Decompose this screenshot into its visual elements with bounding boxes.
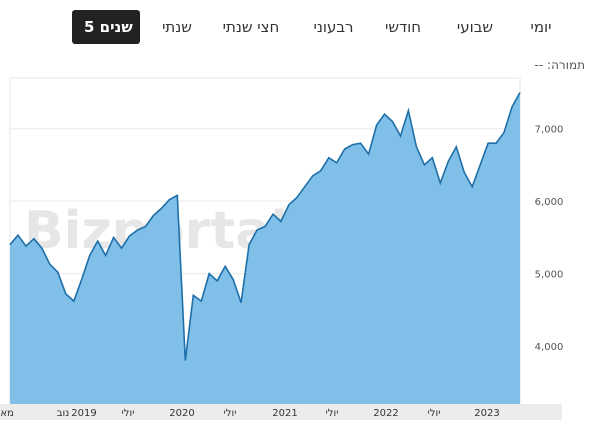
- x-tick-label: 2019: [71, 408, 96, 419]
- y-tick-label: 7,000: [535, 125, 564, 136]
- x-tick-label: נוב: [57, 408, 70, 419]
- x-tick-label: יולי: [224, 408, 237, 419]
- y-tick-label: 6,000: [535, 197, 564, 208]
- tab-weekly[interactable]: שבועי: [456, 18, 494, 36]
- series-line: [9, 92, 521, 361]
- tab-yearly[interactable]: שנתי: [162, 18, 192, 36]
- tab-five-years[interactable]: 5 שנים: [72, 10, 140, 44]
- x-tick-label: 2021: [272, 408, 297, 419]
- tab-half-year[interactable]: חצי שנתי: [222, 18, 280, 36]
- x-tick-label: 2022: [373, 408, 398, 419]
- x-tick-label: יולי: [326, 408, 339, 419]
- period-tabs: יומי שבועי חודשי רבעוני חצי שנתי שנתי 5 …: [0, 10, 589, 44]
- tab-daily[interactable]: יומי: [530, 18, 552, 36]
- x-tick-label: יולי: [122, 408, 135, 419]
- x-axis-band: [0, 404, 562, 420]
- y-tick-label: 5,000: [535, 270, 564, 281]
- change-readout: תמורה: --: [535, 58, 585, 72]
- area-fill: [10, 92, 520, 404]
- x-tick-label: 2023: [474, 408, 499, 419]
- tab-monthly[interactable]: חודשי: [384, 18, 422, 36]
- y-axis: 4,000 5,000 6,000 7,000: [535, 125, 564, 353]
- tab-quarterly[interactable]: רבעוני: [313, 18, 354, 36]
- x-tick-label: מאי: [0, 408, 14, 419]
- y-tick-label: 4,000: [535, 342, 564, 353]
- x-tick-label: 2020: [169, 408, 194, 419]
- change-value: --: [534, 58, 544, 72]
- x-tick-label: יולי: [428, 408, 441, 419]
- change-label: תמורה:: [547, 58, 585, 72]
